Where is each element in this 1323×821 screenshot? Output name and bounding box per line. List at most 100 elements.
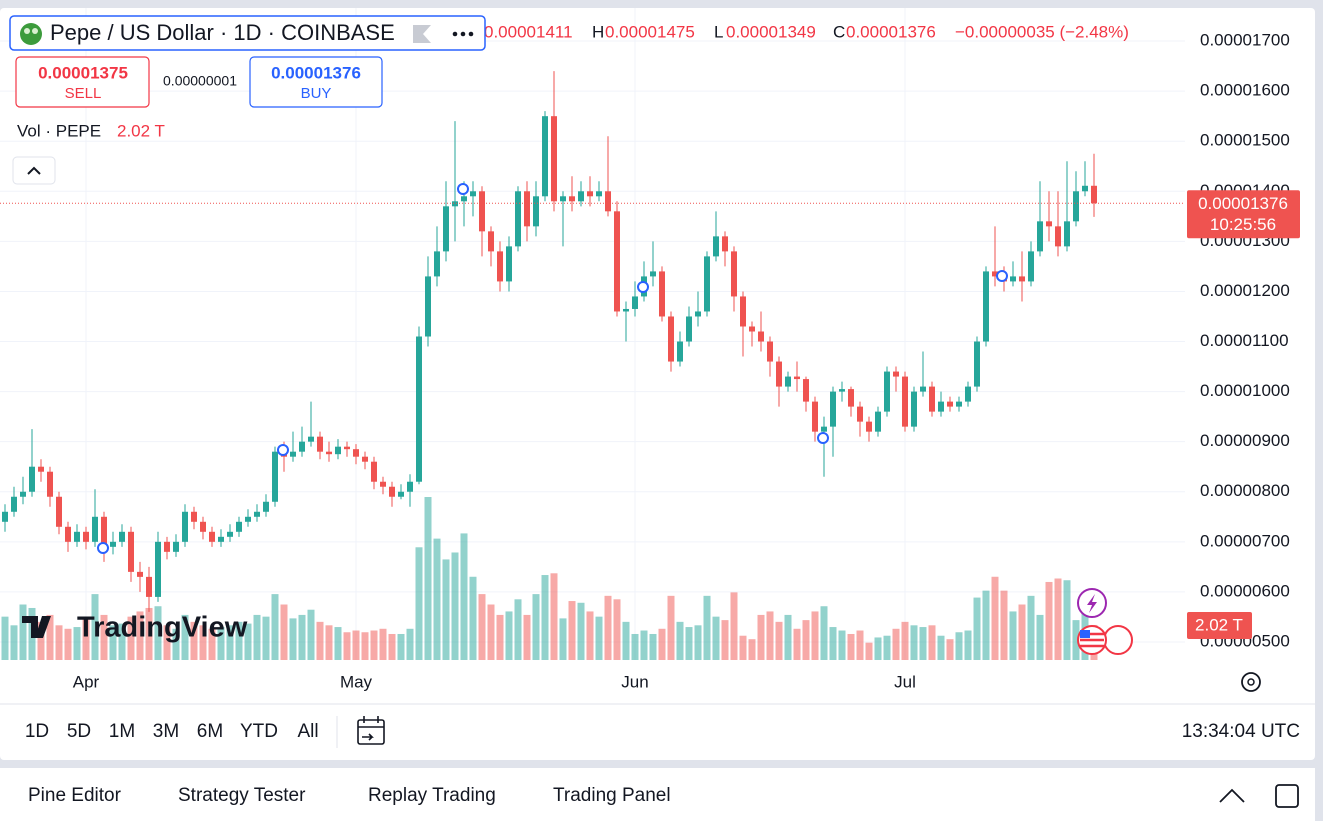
goto-date[interactable] [357, 716, 385, 745]
volume-bar [730, 592, 738, 660]
volume-bar [559, 618, 567, 660]
candle-body [551, 116, 557, 202]
range-buttons: 1D 5D 1M 3M 6M YTD All [25, 721, 319, 742]
clock: 13:34:04 UTC [1182, 721, 1300, 742]
volume-bar [253, 614, 261, 660]
candle-body [1028, 251, 1034, 282]
volume-bar [856, 630, 864, 660]
event-marker[interactable] [637, 281, 649, 293]
more-button[interactable] [452, 31, 474, 37]
candle-body [821, 426, 827, 432]
volume-bar [442, 559, 450, 660]
volume-bar [109, 625, 117, 660]
volume-bar [541, 575, 549, 660]
volume-bar [100, 614, 108, 660]
candle-body [803, 379, 809, 402]
volume-bar [388, 633, 396, 660]
sell-label: SELL [65, 85, 102, 102]
candle-body [1055, 226, 1061, 247]
panel-tab[interactable]: Pine Editor [28, 785, 122, 806]
volume-bar [505, 611, 513, 660]
range-button[interactable]: All [297, 721, 318, 742]
buy-button[interactable] [249, 56, 383, 108]
event-icon[interactable] [1103, 625, 1133, 655]
event-marker[interactable] [277, 444, 289, 456]
candle-body [740, 296, 746, 327]
symbol-box[interactable] [9, 15, 486, 51]
volume-bar [1027, 595, 1035, 660]
range-button[interactable]: 3M [153, 721, 179, 742]
candle-body [209, 531, 215, 542]
candle-body [884, 371, 890, 412]
candle-body [425, 276, 431, 337]
range-button[interactable]: YTD [240, 721, 278, 742]
volume-bar [226, 625, 234, 660]
range-button[interactable]: 1D [25, 721, 49, 742]
event-marker[interactable] [817, 432, 829, 444]
volume-bar [325, 625, 333, 660]
candle-body [758, 331, 764, 342]
candle-body [65, 526, 71, 542]
volume-bar [550, 573, 558, 660]
candle-body [137, 571, 143, 577]
volume-bar [982, 590, 990, 660]
candle-body [308, 436, 314, 442]
maximize-button[interactable] [1275, 784, 1299, 808]
event-marker[interactable] [996, 270, 1008, 282]
candle-body [830, 391, 836, 427]
candle-body [686, 316, 692, 342]
y-tick-label: 0.00001700 [1200, 31, 1290, 50]
candle-body [20, 491, 26, 497]
panel-toggle[interactable] [1219, 788, 1245, 803]
candle-body [56, 496, 62, 527]
range-button[interactable]: 5D [67, 721, 91, 742]
buy-label: BUY [301, 85, 332, 102]
volume-bar [487, 604, 495, 660]
sell-button[interactable] [15, 56, 150, 108]
volume-bar [478, 594, 486, 660]
legend-label: H [592, 22, 604, 41]
candle-body [245, 516, 251, 522]
candle-body [1046, 221, 1052, 227]
candle-body [128, 531, 134, 572]
price-label: 0.00001376 [1198, 194, 1288, 213]
candle-body [335, 446, 341, 455]
volume-bar [370, 630, 378, 660]
event-marker[interactable] [457, 183, 469, 195]
candle-body [110, 541, 116, 547]
volume-bar [685, 627, 693, 660]
candle-body [254, 511, 260, 517]
candle-body [614, 211, 620, 312]
candle-body [488, 231, 494, 252]
volume-bar [361, 632, 369, 660]
volume-bar [802, 620, 810, 660]
volume-bar [910, 625, 918, 660]
candle-body [956, 401, 962, 407]
volume-bar [91, 594, 99, 660]
volume-bar [262, 616, 270, 660]
candle-body [371, 461, 377, 482]
volume-bar [973, 597, 981, 660]
candle-body [218, 536, 224, 542]
settings-icon[interactable] [1241, 672, 1261, 692]
event-marker[interactable] [97, 542, 109, 554]
candle-body [290, 451, 296, 457]
candle-body [236, 521, 242, 532]
panel-tab[interactable]: Strategy Tester [178, 785, 306, 806]
range-button[interactable]: 6M [197, 721, 223, 742]
volume-legend-label: Vol · PEPE [17, 121, 101, 140]
candle-body [200, 521, 206, 532]
flag-icon[interactable] [413, 25, 431, 43]
volume-bar [829, 627, 837, 660]
collapse-button[interactable] [12, 156, 56, 185]
panel-tab[interactable]: Trading Panel [553, 785, 671, 806]
volume-bar [892, 628, 900, 660]
candle-body [326, 451, 332, 455]
candle-body [362, 456, 368, 462]
symbol-title[interactable]: Pepe / US Dollar · 1D · COINBASE [50, 20, 395, 45]
panel-tab[interactable]: Replay Trading [368, 785, 496, 806]
y-tick-label: 0.00001200 [1200, 281, 1290, 300]
volume-bar [748, 639, 756, 660]
range-button[interactable]: 1M [109, 721, 135, 742]
candle-body [1091, 185, 1097, 204]
